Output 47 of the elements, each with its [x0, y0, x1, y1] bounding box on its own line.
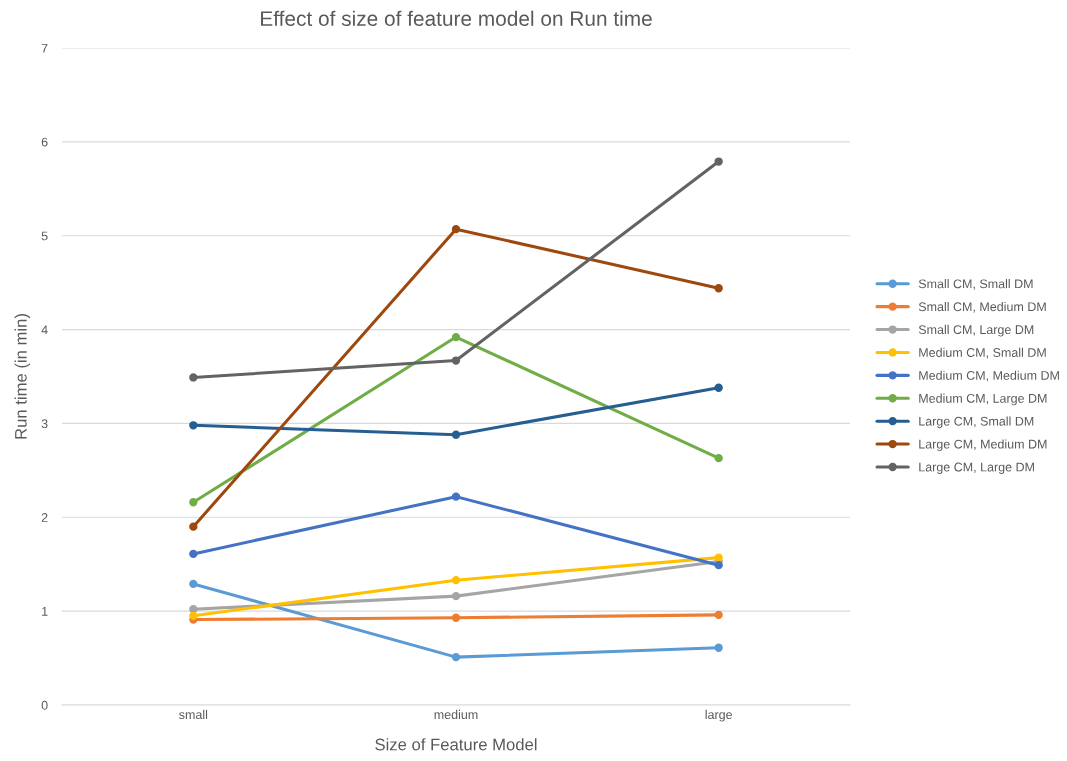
point: [714, 560, 723, 570]
point: [189, 373, 198, 382]
point: [189, 579, 198, 589]
y-tick-label: 5: [41, 231, 48, 241]
point: [451, 430, 461, 439]
point: [451, 332, 461, 342]
point: [451, 652, 461, 662]
point: [714, 453, 723, 463]
legend-label: Medium CM, Large DM: [919, 393, 1047, 406]
point: [451, 613, 461, 622]
legend-label: Large CM, Large DM: [919, 462, 1034, 474]
y-tick-label: 2: [41, 513, 48, 522]
point: [714, 157, 723, 166]
point: [451, 591, 461, 601]
y-tick-label: 7: [41, 43, 48, 53]
point: [714, 643, 723, 652]
legend-label: Small CM, Medium DM: [918, 301, 1046, 313]
point: [451, 356, 461, 365]
point: [451, 224, 461, 234]
point: [189, 421, 198, 430]
x-tick-label: small: [179, 709, 208, 720]
point: [714, 553, 723, 562]
y-tick-label: 1: [42, 607, 48, 616]
legend-label: Small CM, Small DM: [918, 279, 1033, 290]
point: [714, 610, 723, 620]
y-tick-label: 4: [41, 325, 48, 335]
point: [451, 492, 461, 501]
y-tick-label: 6: [41, 137, 48, 147]
legend-label: Large CM, Small DM: [919, 416, 1034, 429]
y-tick-label: 3: [41, 419, 48, 429]
point: [451, 576, 461, 585]
chart-title: Effect of size of feature model on Run time: [261, 10, 652, 26]
point: [714, 284, 723, 293]
x-tick-label: medium: [434, 709, 478, 720]
legend-label: Medium CM, Small DM: [919, 347, 1046, 359]
point: [189, 611, 198, 621]
y-tick-label: 0: [41, 700, 48, 710]
point: [189, 498, 198, 507]
point: [714, 383, 723, 392]
point: [189, 549, 198, 559]
legend-label: Medium CM, Medium DM: [919, 370, 1059, 382]
y-axis-title: Run time (in min): [14, 314, 31, 439]
legend-label: Large CM, Medium DM: [919, 439, 1047, 452]
legend-label: Small CM, Large DM: [918, 324, 1034, 337]
point: [189, 522, 198, 531]
x-tick-label: large: [705, 709, 733, 722]
x-axis-title: Size of Feature Model: [375, 738, 537, 751]
